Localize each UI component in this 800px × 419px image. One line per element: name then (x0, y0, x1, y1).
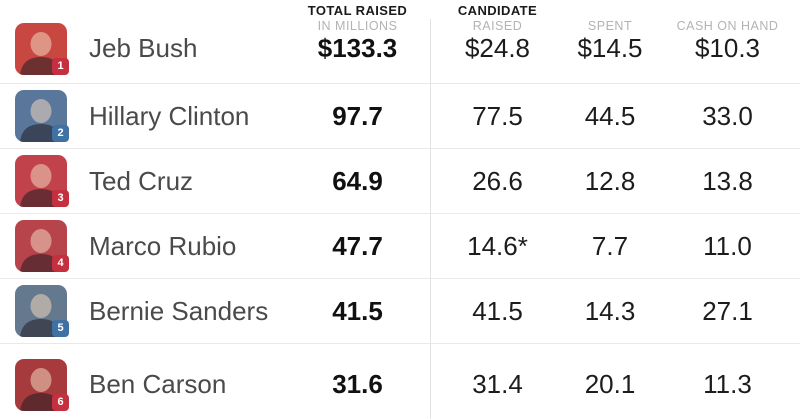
candidate-photo: 1 (15, 22, 69, 75)
column-divider (430, 19, 431, 419)
table-row: 1 Jeb Bush $133.3 $24.8 $14.5 $10.3 (0, 0, 800, 83)
candidate-name: Hillary Clinton (89, 100, 250, 131)
candidate-name: Jeb Bush (89, 33, 198, 63)
rank-badge: 2 (52, 125, 69, 142)
photo-silhouette-icon (15, 359, 67, 411)
candidate-raised-value: 31.4 (472, 369, 523, 399)
candidate-photo: 6 (15, 358, 69, 411)
spent-value: 44.5 (584, 100, 636, 131)
total-raised-value: 97.7 (332, 100, 383, 131)
candidate-photo: 2 (15, 90, 69, 142)
candidate-photo: 5 (15, 285, 69, 337)
photo-silhouette-icon (15, 220, 67, 272)
header-raised: RAISED (472, 19, 523, 33)
cash-on-hand-value: 27.1 (702, 295, 753, 326)
candidate-photo: 3 (15, 155, 69, 207)
header-spent: SPENT (587, 19, 633, 33)
total-raised-value: $133.3 (317, 33, 398, 63)
cash-on-hand-value: 33.0 (702, 100, 753, 131)
spent-value: $14.5 (577, 33, 643, 63)
table-row: 3 Ted Cruz 64.9 26.6 12.8 13.8 (0, 148, 800, 213)
header-col-total: TOTAL RAISED IN MILLIONS (285, 3, 430, 33)
rank-badge: 5 (52, 320, 69, 337)
candidate-raised-value: 14.6* (467, 230, 528, 261)
table-row: 6 Ben Carson 31.6 31.4 20.1 11.3 (0, 343, 800, 419)
candidate-name: Bernie Sanders (89, 295, 269, 326)
header-cash-on-hand: CASH ON HAND (676, 19, 779, 33)
cash-on-hand-value: 11.0 (703, 230, 752, 261)
candidate-name: Ben Carson (89, 369, 227, 399)
candidate-raised-value: $24.8 (464, 33, 531, 63)
rank-badge: 4 (52, 255, 69, 272)
cash-on-hand-value: 13.8 (702, 165, 753, 196)
photo-silhouette-icon (15, 23, 67, 75)
table-row: 5 Bernie Sanders 41.5 41.5 14.3 27.1 (0, 278, 800, 343)
photo-silhouette-icon (15, 155, 67, 207)
candidate-photo: 4 (15, 220, 69, 272)
header-col-spent: SPENT (565, 3, 655, 33)
spent-value: 20.1 (584, 369, 636, 399)
header-col-candidate: CANDIDATE RAISED (430, 3, 565, 33)
candidate-name: Ted Cruz (89, 165, 194, 196)
total-raised-value: 64.9 (332, 165, 383, 196)
candidate-raised-value: 26.6 (472, 165, 523, 196)
header-in-millions: IN MILLIONS (317, 19, 398, 33)
table-row: 4 Marco Rubio 47.7 14.6* 7.7 11.0 (0, 213, 800, 278)
header-total-raised: TOTAL RAISED (307, 3, 408, 18)
rank-badge: 1 (52, 57, 69, 75)
header-candidate: CANDIDATE (457, 3, 538, 18)
total-raised-value: 47.7 (332, 230, 383, 261)
spent-value: 12.8 (584, 165, 636, 196)
table-header: TOTAL RAISED IN MILLIONS CANDIDATE RAISE… (0, 3, 800, 33)
spent-value: 7.7 (591, 230, 629, 261)
rank-badge: 3 (52, 190, 69, 207)
rank-badge: 6 (52, 393, 69, 411)
table-row: 2 Hillary Clinton 97.7 77.5 44.5 33.0 (0, 83, 800, 148)
photo-silhouette-icon (15, 285, 67, 337)
candidate-raised-value: 41.5 (472, 295, 523, 326)
cash-on-hand-value: $10.3 (694, 33, 761, 63)
cash-on-hand-value: 11.3 (703, 369, 752, 399)
spent-value: 14.3 (584, 295, 636, 326)
photo-silhouette-icon (15, 90, 67, 142)
candidate-raised-value: 77.5 (472, 100, 523, 131)
total-raised-value: 31.6 (332, 369, 383, 399)
header-col-cash: CASH ON HAND (655, 3, 800, 33)
candidate-name: Marco Rubio (89, 230, 237, 261)
total-raised-value: 41.5 (332, 295, 383, 326)
